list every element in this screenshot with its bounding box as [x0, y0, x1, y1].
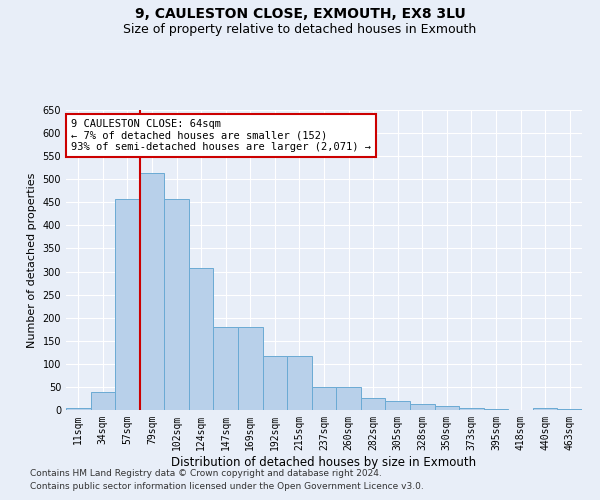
- Bar: [91, 392, 115, 410]
- Bar: [434, 406, 459, 410]
- Bar: [263, 356, 287, 410]
- Bar: [459, 408, 484, 410]
- Bar: [385, 401, 410, 410]
- Bar: [189, 268, 214, 410]
- Bar: [164, 198, 189, 410]
- Bar: [115, 198, 140, 410]
- Bar: [66, 408, 91, 410]
- Text: Contains public sector information licensed under the Open Government Licence v3: Contains public sector information licen…: [30, 482, 424, 491]
- Bar: [312, 387, 336, 410]
- Text: Size of property relative to detached houses in Exmouth: Size of property relative to detached ho…: [124, 22, 476, 36]
- Bar: [410, 404, 434, 410]
- Bar: [140, 173, 164, 410]
- Bar: [484, 409, 508, 410]
- Text: Contains HM Land Registry data © Crown copyright and database right 2024.: Contains HM Land Registry data © Crown c…: [30, 468, 382, 477]
- Bar: [557, 409, 582, 410]
- Y-axis label: Number of detached properties: Number of detached properties: [27, 172, 37, 348]
- Bar: [533, 408, 557, 410]
- Bar: [238, 327, 263, 410]
- Bar: [336, 387, 361, 410]
- Text: 9, CAULESTON CLOSE, EXMOUTH, EX8 3LU: 9, CAULESTON CLOSE, EXMOUTH, EX8 3LU: [134, 8, 466, 22]
- Text: 9 CAULESTON CLOSE: 64sqm
← 7% of detached houses are smaller (152)
93% of semi-d: 9 CAULESTON CLOSE: 64sqm ← 7% of detache…: [71, 119, 371, 152]
- Bar: [214, 327, 238, 410]
- X-axis label: Distribution of detached houses by size in Exmouth: Distribution of detached houses by size …: [172, 456, 476, 468]
- Bar: [361, 398, 385, 410]
- Bar: [287, 356, 312, 410]
